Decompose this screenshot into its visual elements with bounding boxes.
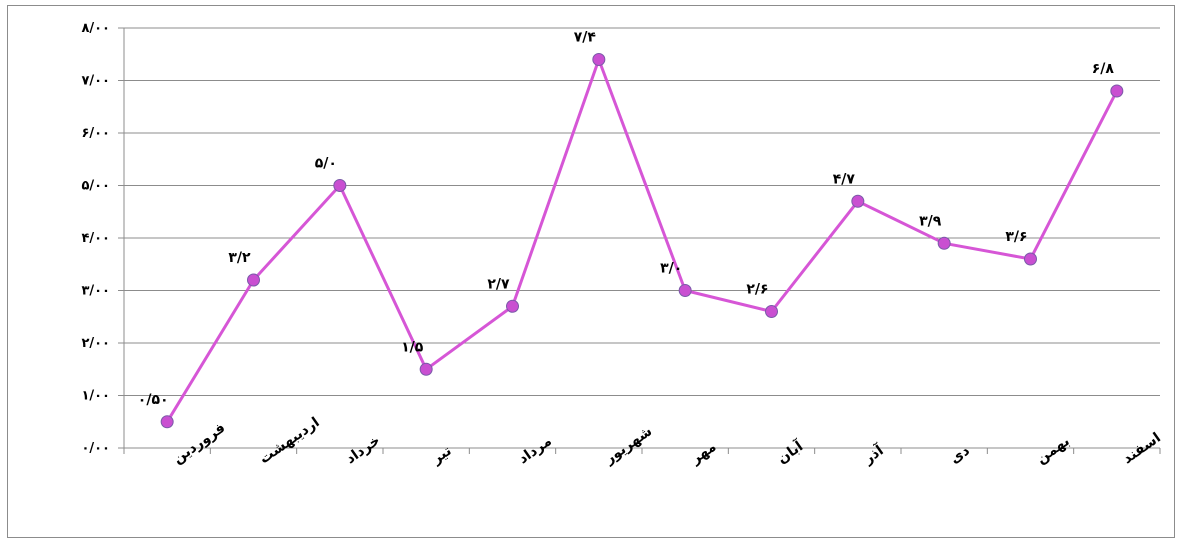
y-tick-label: ۶/۰۰ bbox=[81, 126, 110, 141]
data-label: ۷/۴ bbox=[574, 30, 597, 46]
x-tick-label: آذر bbox=[859, 440, 888, 468]
x-tick-label: مهر bbox=[687, 439, 719, 468]
data-point bbox=[592, 53, 606, 66]
data-point bbox=[1024, 252, 1037, 266]
y-tick-label: ۲/۰۰ bbox=[81, 336, 110, 351]
y-tick-label: ۳/۰۰ bbox=[81, 284, 110, 299]
gridlines bbox=[124, 27, 1160, 396]
data-label: ۱/۵ bbox=[401, 339, 424, 355]
data-point bbox=[1110, 84, 1124, 98]
series-line bbox=[165, 58, 1119, 423]
data-label: ۲/۷ bbox=[487, 276, 510, 292]
data-label: ۳/۹ bbox=[919, 213, 942, 229]
x-tick-label: آبان bbox=[773, 436, 807, 467]
x-tick-label: خرداد bbox=[343, 432, 383, 467]
data-label: ۶/۸ bbox=[1092, 61, 1115, 77]
data-point bbox=[678, 284, 692, 297]
x-tick-label: شهریور bbox=[601, 423, 655, 468]
x-tick-label: دی bbox=[947, 443, 973, 468]
data-point bbox=[506, 299, 519, 313]
data-point bbox=[937, 236, 951, 250]
data-label: ۴/۷ bbox=[833, 171, 856, 187]
data-point bbox=[851, 194, 865, 208]
x-tick-label: مرداد bbox=[516, 433, 555, 467]
series-polyline bbox=[165, 58, 1119, 423]
x-tick-label: اسفند bbox=[1120, 430, 1164, 467]
y-tick-label: ۷/۰۰ bbox=[81, 74, 110, 89]
axes bbox=[118, 27, 1161, 454]
x-tick-label: اردیبهشت bbox=[257, 414, 323, 467]
x-tick-labels: فروردین اردیبهشت خرداد تیر مرداد شهریور مهر آبا… bbox=[170, 414, 1164, 467]
data-label: ۳/۲ bbox=[228, 250, 251, 266]
data-point bbox=[765, 305, 778, 318]
data-label: ۵/۰ bbox=[315, 156, 337, 172]
data-label: ۰/۵۰ bbox=[138, 392, 169, 408]
y-tick-label: ۵/۰۰ bbox=[81, 179, 110, 194]
data-label: ۳/۰ bbox=[660, 261, 682, 277]
data-label: ۲/۶ bbox=[746, 282, 768, 298]
series-markers bbox=[160, 53, 1124, 429]
data-label: ۳/۶ bbox=[1005, 229, 1027, 245]
data-point bbox=[419, 362, 433, 376]
x-tick-label: تیر bbox=[428, 443, 454, 468]
y-tick-label: ۴/۰۰ bbox=[81, 231, 110, 246]
data-labels: ۰/۵۰ ۳/۲ ۵/۰ ۱/۵ ۲/۷ ۷/۴ ۳/۰ ۲/۶ ۴/۷ ۳/۹ ۳/۶ ۶/۸ bbox=[138, 30, 1115, 408]
x-tick-label: بهمن bbox=[1034, 433, 1073, 467]
y-tick-label: ۸/۰۰ bbox=[81, 21, 110, 36]
y-tick-label: ۰/۰۰ bbox=[81, 441, 110, 456]
data-point bbox=[247, 273, 260, 287]
chart-frame bbox=[7, 5, 1175, 538]
data-point bbox=[160, 415, 174, 429]
y-tick-labels: ۰/۰۰ ۱/۰۰ ۲/۰۰ ۳/۰۰ ۴/۰۰ ۵/۰۰ ۶/۰۰ ۷/۰۰ ۸/۰۰ bbox=[81, 21, 110, 456]
data-point bbox=[333, 179, 347, 192]
x-tick-label: فروردین bbox=[170, 420, 228, 467]
y-tick-label: ۱/۰۰ bbox=[81, 389, 110, 404]
